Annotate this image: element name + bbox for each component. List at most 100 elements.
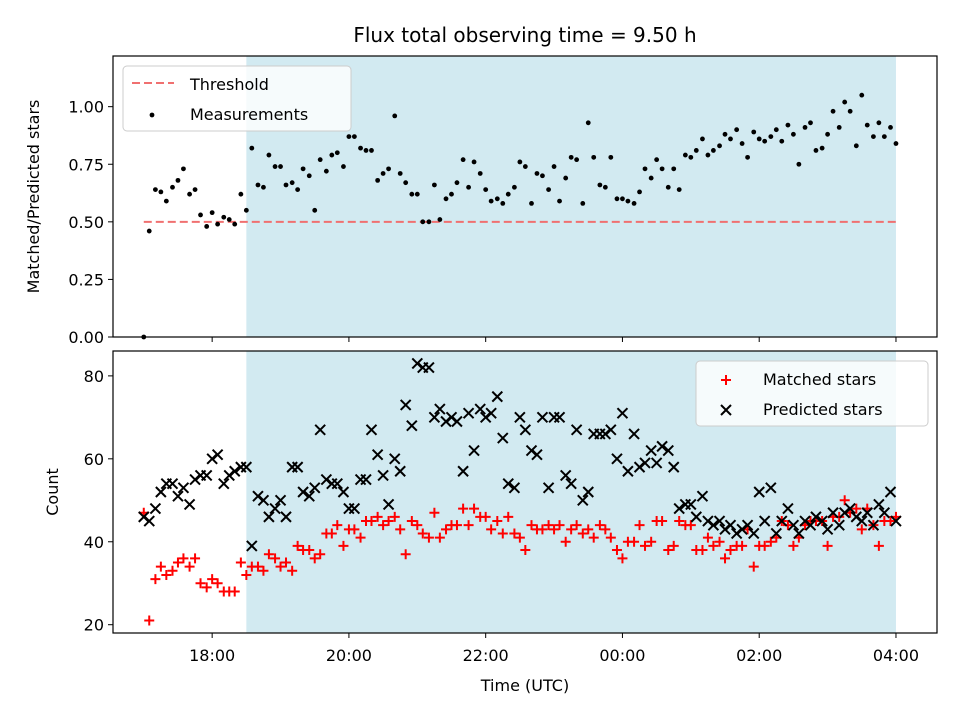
matched-star-point <box>577 528 588 539</box>
matched-star-point <box>281 557 292 568</box>
legend-matched-label: Matched stars <box>763 370 876 389</box>
measurement-point <box>363 148 369 153</box>
matched-star-point <box>685 520 696 531</box>
top-legend: Threshold Measurements <box>122 65 352 132</box>
predicted-star-point <box>172 490 184 502</box>
x-tick-label: 22:00 <box>463 646 509 665</box>
matched-star-point <box>497 528 508 539</box>
measurement-point <box>449 191 454 197</box>
measurement-point <box>574 157 580 163</box>
predicted-star-point <box>235 461 247 473</box>
measurement-point <box>563 175 569 181</box>
matched-star-point <box>275 561 286 572</box>
measurement-point <box>192 187 198 192</box>
predicted-star-point <box>246 540 258 552</box>
measurement-point <box>146 228 152 234</box>
predicted-star-point <box>810 511 822 523</box>
matched-star-point <box>389 511 400 522</box>
measurement-point <box>745 154 750 160</box>
measurement-point <box>568 154 574 160</box>
bottom-x-axis: 18:00 20:00 22:00 00:00 02:00 04:00 <box>189 633 919 665</box>
predicted-star-point <box>211 448 224 461</box>
measurement-point <box>522 164 528 169</box>
predicted-star-point <box>656 440 668 453</box>
predicted-star-point <box>303 490 315 502</box>
measurement-point <box>671 166 677 172</box>
measurement-point <box>585 120 591 126</box>
matched-star-point <box>737 540 748 551</box>
measurement-point <box>437 217 443 222</box>
measurement-point <box>426 219 432 225</box>
measurement-point <box>346 134 352 140</box>
matched-star-point <box>492 516 503 527</box>
measurement-point <box>779 138 785 144</box>
measurement-point <box>534 171 540 176</box>
bottom-plot-frame <box>112 350 938 634</box>
measurement-point <box>580 201 586 206</box>
x-tick-label: 20:00 <box>326 646 372 665</box>
matched-star-point <box>304 545 315 556</box>
measurement-point <box>637 189 642 195</box>
predicted-star-point <box>622 465 634 477</box>
predicted-star-point <box>406 419 418 432</box>
legend-threshold-label: Threshold <box>189 75 269 94</box>
predicted-star-point <box>713 515 726 527</box>
matched-star-point <box>201 582 212 593</box>
predicted-star-point <box>348 502 361 515</box>
x-axis-label: Time (UTC) <box>480 676 569 695</box>
matched-star-point <box>406 516 417 527</box>
matched-star-point <box>195 578 206 589</box>
measurement-point <box>204 224 210 229</box>
measurement-point <box>289 180 295 186</box>
measurement-point <box>209 210 215 216</box>
measurement-point <box>700 136 705 142</box>
predicted-star-point <box>884 486 897 498</box>
matched-star-point <box>554 520 565 531</box>
predicted-star-point <box>565 477 577 490</box>
measurement-point <box>813 148 819 153</box>
measurement-point <box>551 164 557 169</box>
predicted-star-point <box>787 519 800 531</box>
predicted-star-point <box>662 444 674 457</box>
measurement-point <box>853 143 859 149</box>
measurement-point <box>876 120 882 126</box>
measurement-point <box>739 141 745 146</box>
measurement-point <box>386 166 391 172</box>
measurement-point <box>232 221 238 227</box>
predicted-star-point <box>468 444 480 457</box>
measurement-point <box>710 148 716 153</box>
measurement-point <box>255 182 261 188</box>
predicted-star-point <box>269 502 281 515</box>
measurement-point <box>540 173 545 179</box>
measurement-point <box>158 189 164 195</box>
matched-star-point <box>241 569 252 580</box>
measurement-point <box>397 171 403 176</box>
measurement-point <box>682 152 688 158</box>
matched-star-point <box>566 524 577 535</box>
matched-star-point <box>258 565 269 576</box>
plus-marker <box>721 375 731 385</box>
top-y-axis-label: Matched/Predicted stars <box>24 100 43 294</box>
measurement-point <box>317 157 323 163</box>
measurement-point <box>329 152 335 158</box>
measurement-point <box>676 187 682 192</box>
matched-star-point <box>583 524 594 535</box>
predicted-star-point <box>309 482 321 494</box>
measurement-point <box>409 191 415 197</box>
measurement-point <box>620 196 625 202</box>
measurement-point <box>375 177 381 183</box>
measurement-point <box>334 150 340 156</box>
measurement-point <box>477 171 483 176</box>
predicted-star-point <box>502 477 514 490</box>
matched-star-point <box>509 528 520 539</box>
predicted-star-point <box>183 498 196 511</box>
measurement-point <box>500 201 506 206</box>
predicted-star-point <box>536 411 549 424</box>
bottom-y-axis-label: Count <box>43 468 62 516</box>
matched-star-point <box>441 524 452 535</box>
matched-star-point <box>885 516 896 527</box>
measurement-point <box>728 136 733 142</box>
measurement-point <box>306 173 312 179</box>
measurement-point <box>443 196 449 202</box>
